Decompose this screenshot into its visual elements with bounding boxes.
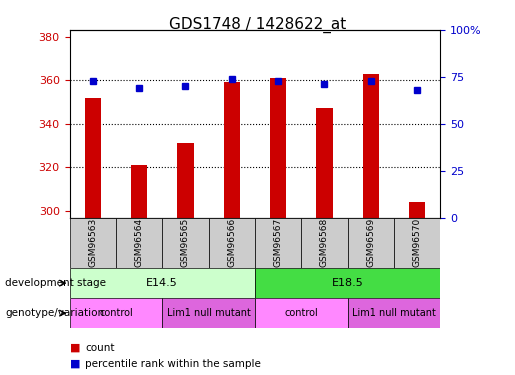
- Bar: [224, 82, 240, 218]
- Text: development stage: development stage: [5, 278, 106, 288]
- Text: ■: ■: [70, 359, 80, 369]
- Text: ■: ■: [70, 343, 80, 353]
- Bar: [255, 268, 440, 298]
- Bar: [70, 268, 255, 298]
- Text: GSM96570: GSM96570: [413, 218, 422, 267]
- Bar: [131, 165, 147, 218]
- Text: E18.5: E18.5: [332, 278, 364, 288]
- Text: control: control: [99, 308, 133, 318]
- Text: GSM96565: GSM96565: [181, 218, 190, 267]
- Text: percentile rank within the sample: percentile rank within the sample: [85, 359, 261, 369]
- Bar: [162, 298, 255, 328]
- Bar: [209, 217, 255, 268]
- Text: control: control: [284, 308, 318, 318]
- Bar: [84, 98, 101, 218]
- Text: E14.5: E14.5: [146, 278, 178, 288]
- Bar: [116, 217, 162, 268]
- Text: GSM96568: GSM96568: [320, 218, 329, 267]
- Bar: [316, 108, 333, 217]
- Bar: [70, 217, 116, 268]
- Bar: [363, 74, 379, 217]
- Bar: [270, 78, 286, 218]
- Text: GSM96566: GSM96566: [227, 218, 236, 267]
- Bar: [301, 217, 348, 268]
- Bar: [394, 217, 440, 268]
- Text: Lim1 null mutant: Lim1 null mutant: [167, 308, 250, 318]
- Bar: [348, 298, 440, 328]
- Bar: [255, 217, 301, 268]
- Bar: [409, 202, 425, 217]
- Text: count: count: [85, 343, 114, 353]
- Text: GDS1748 / 1428622_at: GDS1748 / 1428622_at: [169, 17, 346, 33]
- Bar: [70, 298, 162, 328]
- Text: GSM96564: GSM96564: [134, 218, 144, 267]
- Text: GSM96567: GSM96567: [273, 218, 283, 267]
- Bar: [177, 143, 194, 218]
- Text: genotype/variation: genotype/variation: [5, 308, 104, 318]
- Bar: [162, 217, 209, 268]
- Bar: [348, 217, 394, 268]
- Text: GSM96563: GSM96563: [88, 218, 97, 267]
- Bar: [255, 298, 348, 328]
- Text: Lim1 null mutant: Lim1 null mutant: [352, 308, 436, 318]
- Text: GSM96569: GSM96569: [366, 218, 375, 267]
